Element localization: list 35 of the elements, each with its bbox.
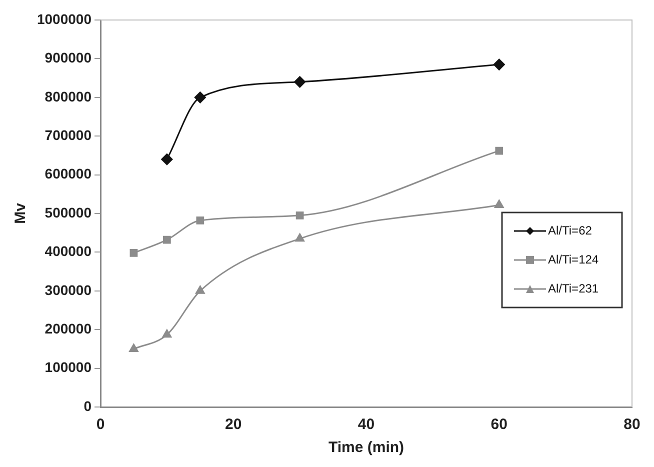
y-tick-label: 100000 (44, 359, 92, 376)
point (296, 212, 304, 220)
y-tick-label: 800000 (44, 88, 92, 104)
x-tick-label: 40 (358, 416, 375, 434)
x-tick-label: 0 (96, 416, 105, 434)
y-tick-label: 300000 (44, 282, 92, 298)
legend-label: Al/Ti=62 (548, 223, 592, 238)
x-tick-label: 60 (490, 416, 508, 434)
point (162, 329, 172, 338)
point (194, 92, 206, 104)
point (163, 236, 171, 244)
point (295, 233, 304, 242)
y-axis-title: Mv (12, 202, 30, 224)
y-tick-label: 400000 (44, 243, 92, 260)
point (196, 286, 205, 294)
point (129, 344, 138, 352)
point (196, 216, 204, 224)
x-tick-label: 20 (225, 416, 242, 434)
y-tick-label: 0 (84, 398, 92, 414)
point (493, 58, 505, 70)
y-tick-label: 600000 (44, 166, 92, 182)
point (495, 146, 504, 155)
point (294, 76, 306, 88)
y-tick-label: 700000 (44, 126, 92, 143)
x-tick-label: 80 (624, 416, 640, 434)
legend-label: Al/Ti=231 (548, 281, 599, 296)
point (161, 154, 173, 166)
legend-label: Al/Ti=124 (548, 252, 599, 266)
x-axis-title: Time (min) (328, 439, 404, 456)
y-tick-label: 1000000 (36, 10, 92, 27)
y-tick-label: 200000 (44, 320, 92, 336)
point (494, 200, 504, 208)
y-tick-label: 500000 (44, 204, 92, 220)
point (130, 249, 138, 257)
y-tick-label: 900000 (44, 50, 92, 66)
